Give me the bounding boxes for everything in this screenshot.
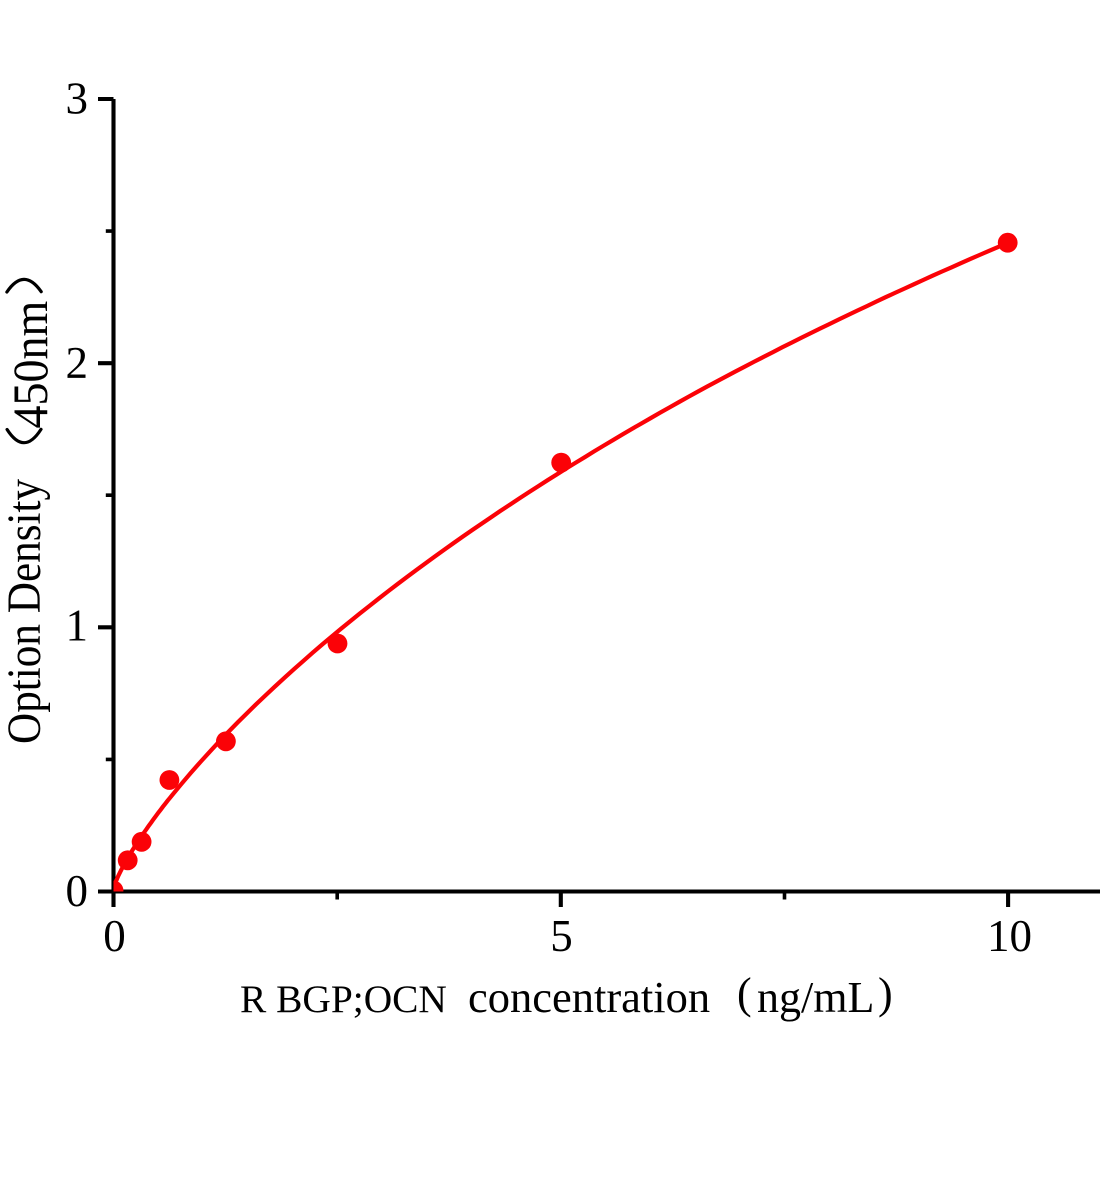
svg-text:Option Density: Option Density — [0, 479, 51, 744]
svg-text:10: 10 — [987, 911, 1032, 961]
svg-text:5: 5 — [550, 911, 573, 961]
svg-text:0: 0 — [66, 866, 89, 916]
svg-text:): ) — [878, 969, 893, 1018]
svg-text:2: 2 — [66, 338, 89, 388]
svg-text:ng/mL: ng/mL — [757, 973, 874, 1022]
svg-text:0: 0 — [103, 911, 126, 961]
svg-text:1: 1 — [66, 601, 89, 651]
svg-text:(: ( — [737, 969, 752, 1018]
svg-text:450nm: 450nm — [3, 301, 58, 429]
svg-text:3: 3 — [66, 74, 89, 124]
svg-text:R BGP;OCN: R BGP;OCN — [240, 977, 447, 1021]
svg-text:concentration: concentration — [468, 972, 710, 1022]
